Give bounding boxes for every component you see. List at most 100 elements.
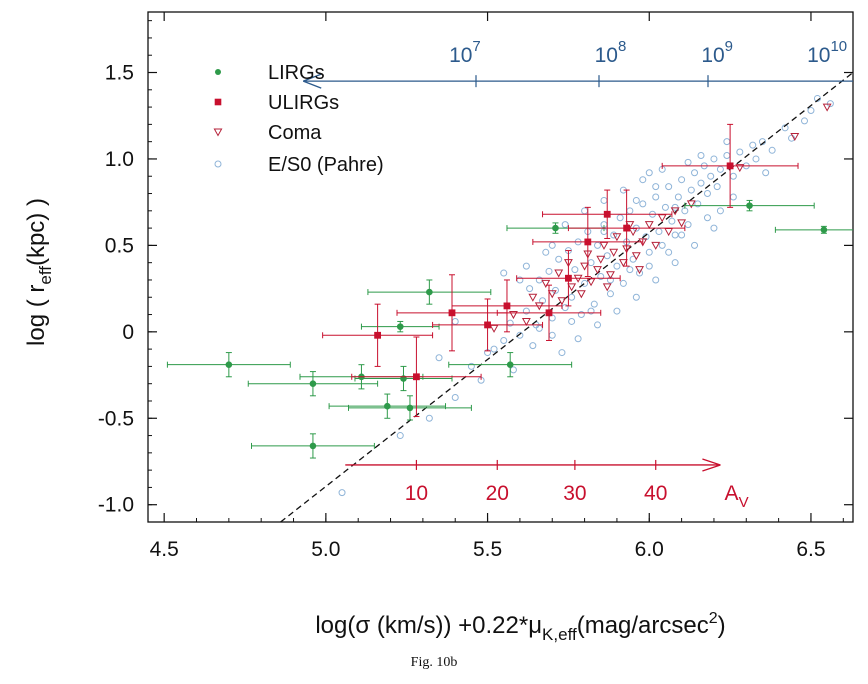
x-tick-label: 5.0 [311, 538, 340, 561]
es0-point [467, 362, 475, 370]
es0-point [338, 489, 346, 497]
es0-point [691, 241, 699, 249]
es0-point [568, 317, 576, 325]
es0-point [548, 331, 556, 339]
es0-point [577, 311, 585, 319]
lirg-point [309, 442, 317, 450]
es0-point [597, 273, 605, 281]
ulirg-point [726, 162, 734, 170]
legend-marker-es0 [214, 160, 222, 168]
es0-point [671, 231, 679, 239]
coma-point [508, 311, 518, 320]
es0-point [435, 354, 443, 362]
ulirg-point [503, 302, 511, 310]
coma-point [790, 132, 800, 142]
figure-caption: Fig. 10b [410, 655, 458, 670]
coma-point [735, 164, 745, 173]
y-tick-label: -0.5 [98, 407, 134, 430]
y-tick-label: 1.0 [105, 148, 134, 171]
es0-point [561, 221, 569, 229]
es0-point [636, 269, 644, 277]
coma-point [657, 214, 667, 223]
mass-arrow-label: 108 [595, 38, 627, 67]
mass-arrow-label: 109 [701, 38, 733, 67]
x-tick-label: 5.5 [473, 538, 502, 561]
es0-point [661, 203, 669, 211]
coma-point [547, 290, 557, 299]
es0-point [610, 231, 618, 239]
legend-marker-coma [213, 128, 223, 137]
extinction-arrow-label: 30 [563, 482, 586, 505]
coma-point [557, 297, 567, 306]
coma-point [489, 324, 499, 333]
ulirg-point [413, 373, 420, 381]
es0-point [684, 158, 692, 166]
es0-point [639, 176, 647, 184]
es0-point [619, 279, 627, 287]
ulirg-point [584, 238, 592, 246]
es0-point [807, 107, 815, 115]
es0-point [713, 183, 721, 191]
es0-point [813, 94, 821, 102]
lirg-point [396, 323, 404, 330]
coma-point [686, 200, 696, 209]
ulirg-point [603, 210, 611, 218]
es0-point [752, 155, 760, 163]
es0-point [674, 193, 682, 201]
es0-point [800, 117, 808, 125]
es0-point [671, 259, 679, 267]
coma-point [612, 233, 622, 242]
lirg-point [406, 404, 414, 412]
plot-frame [147, 11, 854, 523]
lirg-point [426, 288, 433, 296]
coma-point [606, 271, 615, 280]
coma-point [528, 293, 538, 302]
coma-point [554, 269, 564, 278]
es0-point [723, 151, 731, 159]
es0-point [590, 300, 598, 308]
es0-point [558, 349, 566, 357]
coma-point [635, 266, 645, 275]
lirg-point [506, 361, 514, 368]
es0-point [684, 221, 692, 229]
coma-point [586, 278, 596, 287]
es0-point [626, 266, 634, 274]
legend-label-coma: Coma [268, 122, 322, 144]
coma-point [609, 248, 619, 257]
legend-marker-lirgs [215, 69, 221, 75]
lirg-point [309, 380, 317, 387]
es0-point [710, 155, 718, 163]
legend-label-es0: E/S0 (Pahre) [268, 154, 384, 176]
coma-point [664, 228, 674, 237]
ulirg-point [448, 309, 456, 317]
extinction-arrow-label: 10 [405, 482, 428, 505]
coma-point [593, 266, 602, 275]
coma-point [628, 228, 638, 237]
coma-point [541, 279, 551, 288]
es0-point [645, 248, 653, 256]
es0-point [548, 241, 556, 249]
y-axis-title: log ( reff(kpc) ) [23, 198, 55, 346]
mass-arrow-label: 1010 [807, 38, 847, 67]
es0-point [555, 255, 563, 263]
x-tick-label: 6.5 [796, 538, 825, 561]
ulirg-point [374, 331, 382, 339]
es0-point [632, 196, 640, 204]
extinction-arrow-label: 40 [644, 482, 667, 505]
es0-point [716, 207, 724, 215]
coma-point [596, 255, 606, 264]
es0-point [681, 207, 689, 215]
lirg-point [820, 226, 828, 234]
y-axis-title-group: log ( reff(kpc) ) [23, 198, 55, 346]
coma-point [670, 207, 680, 216]
x-tick-label: 4.5 [150, 538, 179, 561]
es0-point [545, 267, 553, 275]
es0-point [500, 269, 508, 277]
extinction-arrow-head [702, 458, 721, 472]
coma-point [602, 283, 612, 292]
es0-point [490, 345, 498, 353]
es0-point [665, 183, 673, 191]
es0-point [723, 138, 731, 146]
es0-point [762, 169, 770, 177]
